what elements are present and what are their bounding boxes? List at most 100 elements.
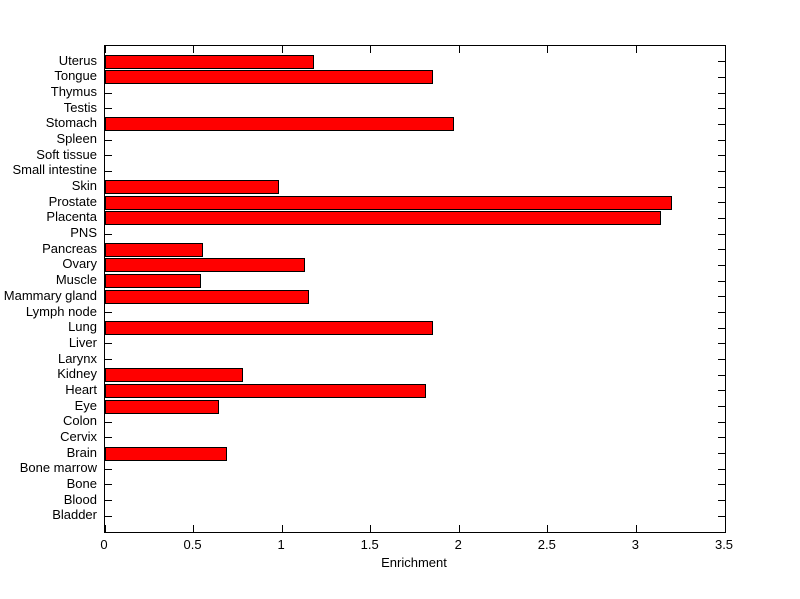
bottom-axis-tick	[458, 525, 460, 532]
y-tick-label-brain: Brain	[66, 444, 97, 460]
bar-kidney	[105, 368, 244, 383]
bar-lung	[105, 321, 433, 336]
x-tick-label-1-5: 1.5	[360, 537, 379, 552]
y-tick-label-eye: Eye	[74, 397, 97, 413]
bar-ovary	[105, 258, 306, 273]
right-axis-tick	[718, 515, 725, 517]
top-axis-tick	[458, 46, 460, 53]
bar-uterus	[105, 54, 315, 69]
plot-area	[104, 45, 726, 533]
right-axis-tick	[718, 280, 725, 282]
right-axis-tick	[718, 374, 725, 376]
bottom-axis-tick	[547, 525, 549, 532]
bar-heart	[105, 383, 426, 398]
left-axis-tick	[105, 170, 112, 172]
left-axis-tick	[105, 108, 112, 110]
bar-placenta	[105, 211, 662, 226]
y-tick-label-soft-tissue: Soft tissue	[36, 146, 97, 162]
right-axis-tick	[718, 76, 725, 78]
right-axis-tick	[718, 123, 725, 125]
left-axis-tick	[105, 312, 112, 314]
right-axis-tick	[718, 296, 725, 298]
right-axis-tick	[718, 359, 725, 361]
left-axis-tick	[105, 515, 112, 517]
left-axis-tick	[105, 421, 112, 423]
y-tick-label-spleen: Spleen	[56, 131, 97, 147]
y-tick-label-small-intestine: Small intestine	[12, 162, 97, 178]
bar-brain	[105, 446, 228, 461]
y-tick-label-bone: Bone	[66, 475, 97, 491]
bottom-axis-tick	[193, 525, 195, 532]
x-tick-label-3: 3	[631, 537, 640, 552]
bar-prostate	[105, 195, 673, 210]
y-tick-label-colon: Colon	[63, 413, 97, 429]
x-tick-label-2-5: 2.5	[537, 537, 556, 552]
y-tick-label-tongue: Tongue	[54, 68, 97, 84]
left-axis-tick	[105, 437, 112, 439]
x-tick-label-3-5: 3.5	[714, 537, 734, 552]
right-axis-tick	[718, 327, 725, 329]
y-tick-label-stomach: Stomach	[45, 115, 97, 131]
right-axis-tick	[718, 343, 725, 345]
bar-mammary-gland	[105, 289, 309, 304]
y-tick-label-muscle: Muscle	[55, 272, 97, 288]
right-axis-tick	[718, 61, 725, 63]
bar-skin	[105, 180, 279, 195]
left-axis-tick	[105, 468, 112, 470]
y-tick-label-placenta: Placenta	[46, 209, 97, 225]
bar-pancreas	[105, 242, 203, 257]
y-tick-label-liver: Liver	[68, 334, 97, 350]
x-tick-label-1: 1	[277, 537, 285, 552]
top-axis-tick	[104, 46, 106, 53]
right-axis-tick	[718, 92, 725, 94]
y-tick-label-testis: Testis	[63, 99, 97, 115]
right-axis-tick	[718, 249, 725, 251]
right-axis-tick	[718, 453, 725, 455]
top-axis-tick	[547, 46, 549, 53]
right-axis-tick	[718, 406, 725, 408]
right-axis-tick	[718, 155, 725, 157]
y-tick-label-cervix: Cervix	[60, 428, 97, 444]
left-axis-tick	[105, 500, 112, 502]
right-axis-tick	[718, 468, 725, 470]
top-axis-tick	[370, 46, 372, 53]
left-axis-tick	[105, 484, 112, 486]
x-tick-label-2: 2	[454, 537, 462, 552]
x-tick-label-0-5: 0.5	[183, 537, 202, 552]
y-tick-label-mammary-gland: Mammary gland	[3, 287, 97, 303]
top-axis-tick	[281, 46, 283, 53]
bar-tongue	[105, 70, 433, 85]
left-axis-tick	[105, 359, 112, 361]
left-axis-tick	[105, 92, 112, 94]
right-axis-tick	[718, 233, 725, 235]
y-tick-label-prostate: Prostate	[48, 193, 97, 209]
x-axis-title: Enrichment	[381, 555, 447, 570]
right-axis-tick	[718, 217, 725, 219]
y-tick-label-kidney: Kidney	[57, 366, 97, 382]
right-axis-tick	[718, 139, 725, 141]
top-axis-tick	[724, 46, 726, 53]
right-axis-tick	[718, 264, 725, 266]
left-axis-tick	[105, 233, 112, 235]
y-tick-label-bladder: Bladder	[52, 507, 97, 523]
y-tick-label-pns: PNS	[70, 225, 97, 241]
bar-eye	[105, 399, 219, 414]
right-axis-tick	[718, 202, 725, 204]
right-axis-tick	[718, 437, 725, 439]
right-axis-tick	[718, 186, 725, 188]
right-axis-tick	[718, 170, 725, 172]
top-axis-tick	[635, 46, 637, 53]
y-tick-label-uterus: Uterus	[58, 52, 97, 68]
bar-stomach	[105, 117, 455, 132]
top-axis-tick	[193, 46, 195, 53]
bottom-axis-tick	[281, 525, 283, 532]
bottom-axis-tick	[635, 525, 637, 532]
right-axis-tick	[718, 500, 725, 502]
x-tick-label-0: 0	[100, 537, 108, 552]
left-axis-tick	[105, 155, 112, 157]
bottom-axis-tick	[104, 525, 106, 532]
right-axis-tick	[718, 421, 725, 423]
left-axis-tick	[105, 139, 112, 141]
y-tick-label-lymph-node: Lymph node	[25, 303, 97, 319]
